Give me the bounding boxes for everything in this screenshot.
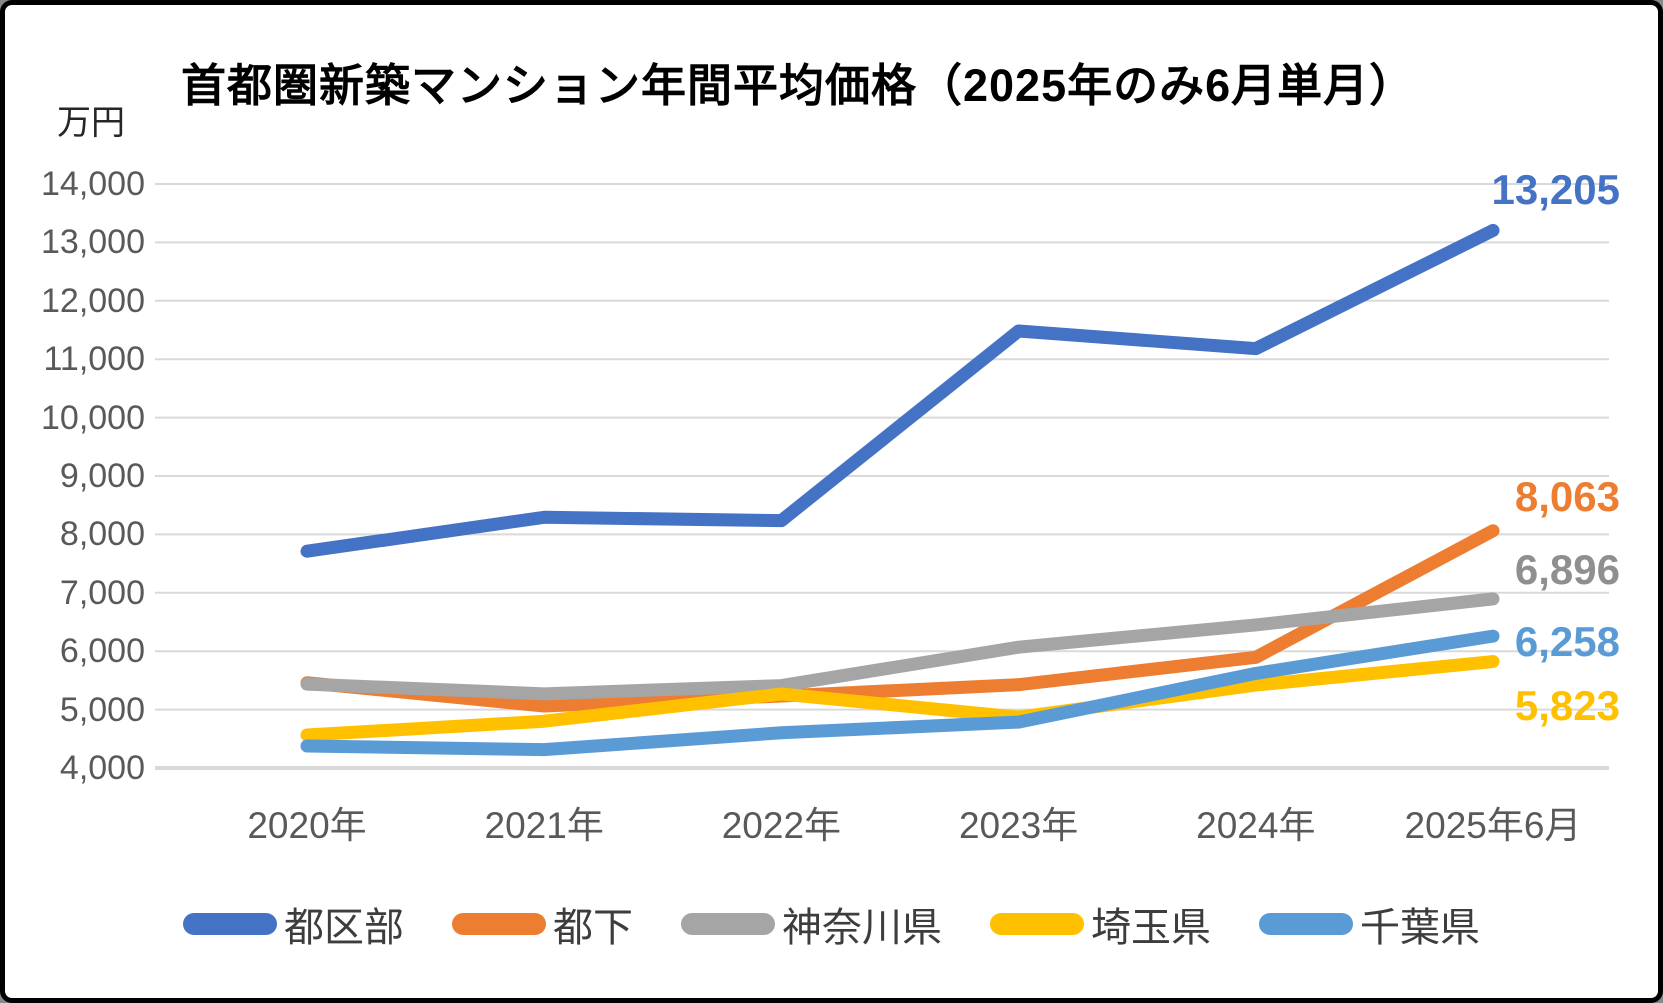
x-tick-label: 2022年 (721, 805, 842, 846)
series-line-toka (300, 524, 1500, 713)
x-tick-label: 2024年 (1196, 805, 1316, 846)
end-label-saitama: 5,823 (1514, 681, 1620, 729)
legend-marker-kanagawa (681, 913, 775, 935)
series-line-kanagawa (300, 592, 1500, 701)
series-line-chiba (300, 629, 1500, 757)
y-tick-label: 4,000 (59, 749, 145, 787)
x-tick-label: 2021年 (484, 805, 604, 846)
legend-label-toka: 都下 (553, 906, 633, 950)
y-tick-label: 13,000 (41, 223, 145, 262)
legend-marker-tokubu (183, 913, 277, 935)
legend-label-saitama: 埼玉県 (1091, 906, 1211, 950)
y-tick-label: 14,000 (41, 165, 145, 203)
plot-area (155, 183, 1609, 770)
legend-item-tokubu: 都区部 (183, 895, 404, 953)
y-tick-label: 6,000 (59, 632, 145, 671)
end-label-tokubu: 13,205 (1491, 166, 1620, 214)
legend-marker-chiba (1259, 913, 1353, 935)
series-line-saitama (300, 655, 1500, 742)
legend-item-chiba: 千葉県 (1259, 895, 1480, 953)
legend-label-kanagawa: 神奈川県 (782, 906, 942, 950)
legend-marker-toka (452, 913, 546, 935)
legend-item-saitama: 埼玉県 (990, 895, 1211, 953)
y-tick-label: 8,000 (59, 515, 145, 554)
end-label-kanagawa: 6,896 (1514, 545, 1620, 593)
y-tick-label: 9,000 (59, 457, 145, 495)
y-tick-label: 12,000 (41, 281, 145, 320)
chart-title: 首都圏新築マンション年間平均価格（2025年のみ6月単月） (181, 60, 1416, 111)
y-tick-label: 10,000 (41, 398, 145, 437)
series-line-tokubu (300, 223, 1500, 558)
x-tick-label: 2023年 (958, 805, 1079, 846)
legend-item-kanagawa: 神奈川県 (681, 895, 942, 953)
y-tick-label: 5,000 (59, 690, 145, 729)
chart-legend: 都区部 都下 神奈川県 埼玉県 千葉県 (5, 893, 1658, 955)
end-label-toka: 8,063 (1514, 472, 1620, 520)
legend-item-toka: 都下 (452, 895, 633, 953)
legend-label-tokubu: 都区部 (284, 906, 404, 950)
y-tick-label: 7,000 (59, 573, 145, 612)
x-tick-label: 2025年6月 (1404, 805, 1582, 846)
x-tick-label: 2020年 (247, 805, 367, 846)
legend-marker-saitama (990, 913, 1084, 935)
y-tick-label: 11,000 (43, 340, 145, 379)
end-label-chiba: 6,258 (1514, 618, 1620, 666)
legend-label-chiba: 千葉県 (1360, 906, 1480, 950)
y-axis-unit-label: 万円 (57, 104, 125, 142)
